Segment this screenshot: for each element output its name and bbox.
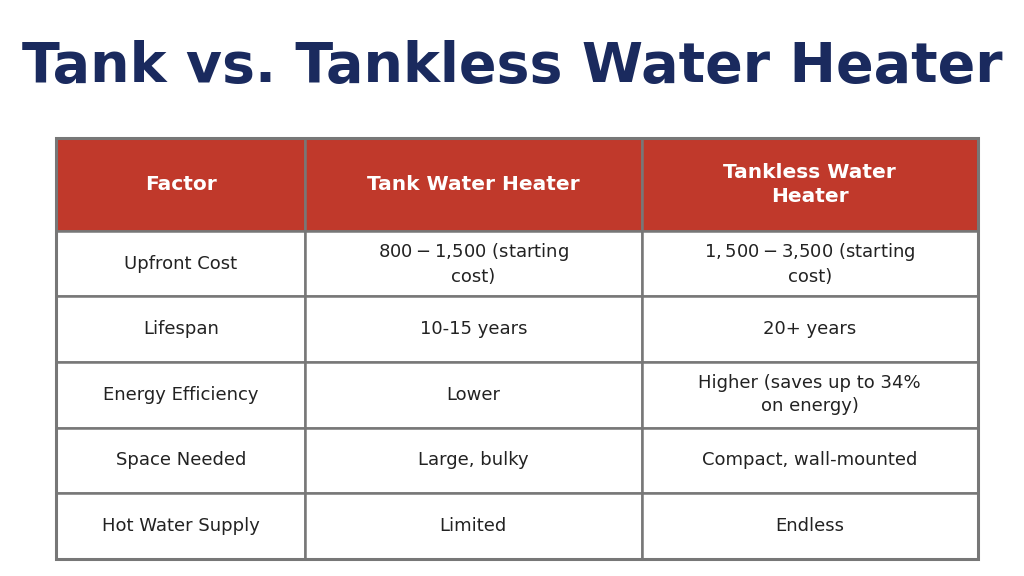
- Text: Upfront Cost: Upfront Cost: [124, 255, 238, 272]
- Text: Factor: Factor: [144, 175, 217, 194]
- Text: Tank vs. Tankless Water Heater: Tank vs. Tankless Water Heater: [22, 40, 1002, 94]
- Text: Endless: Endless: [775, 517, 844, 535]
- Text: Hot Water Supply: Hot Water Supply: [101, 517, 260, 535]
- Bar: [305, 231, 641, 296]
- Bar: [641, 296, 978, 362]
- Text: Limited: Limited: [439, 517, 507, 535]
- Text: Higher (saves up to 34%
on energy): Higher (saves up to 34% on energy): [698, 374, 921, 415]
- Bar: [641, 427, 978, 493]
- Bar: [305, 362, 641, 427]
- Text: Lower: Lower: [446, 386, 501, 404]
- Bar: [641, 231, 978, 296]
- Bar: [56, 138, 978, 559]
- Bar: [56, 296, 305, 362]
- Text: Space Needed: Space Needed: [116, 452, 246, 469]
- Text: $800-$1,500 (starting
cost): $800-$1,500 (starting cost): [378, 241, 568, 286]
- Bar: [56, 138, 305, 231]
- Text: Lifespan: Lifespan: [142, 320, 219, 338]
- Bar: [305, 138, 641, 231]
- Bar: [56, 427, 305, 493]
- Bar: [641, 493, 978, 559]
- Bar: [56, 493, 305, 559]
- Bar: [56, 231, 305, 296]
- Bar: [56, 362, 305, 427]
- Text: Tankless Water
Heater: Tankless Water Heater: [723, 163, 896, 206]
- Text: 10-15 years: 10-15 years: [420, 320, 527, 338]
- Text: 20+ years: 20+ years: [763, 320, 856, 338]
- Bar: [305, 493, 641, 559]
- Text: $1,500-$3,500 (starting
cost): $1,500-$3,500 (starting cost): [703, 241, 915, 286]
- Bar: [305, 427, 641, 493]
- Text: Energy Efficiency: Energy Efficiency: [103, 386, 258, 404]
- Bar: [305, 296, 641, 362]
- Text: Tank Water Heater: Tank Water Heater: [367, 175, 580, 194]
- Text: Compact, wall-mounted: Compact, wall-mounted: [702, 452, 918, 469]
- Bar: [641, 138, 978, 231]
- Text: Large, bulky: Large, bulky: [418, 452, 528, 469]
- Bar: [641, 362, 978, 427]
